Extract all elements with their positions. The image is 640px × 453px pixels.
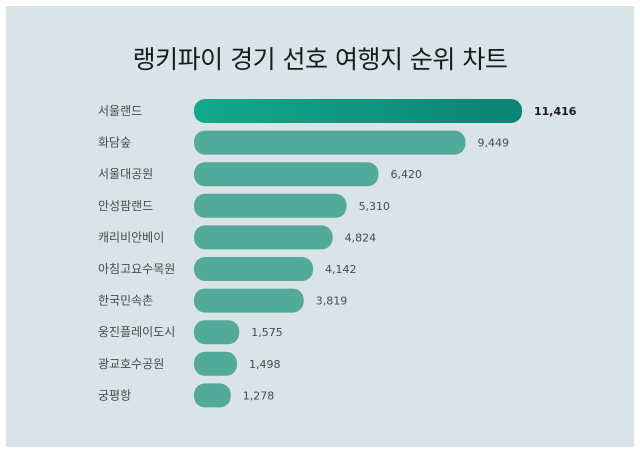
category-label: 광교호수공원 xyxy=(98,357,164,371)
bar xyxy=(194,162,379,187)
value-label: 1,575 xyxy=(251,326,282,339)
category-label: 한국민속촌 xyxy=(98,294,153,308)
bar xyxy=(194,225,333,250)
bars-group: 서울랜드 11,416 화담숲 9,449 서울대공원 6,420 안성팜랜드 5,310 캐리… xyxy=(98,99,577,408)
value-label: 5,310 xyxy=(359,200,391,213)
bar xyxy=(194,257,314,281)
chart-title: 랭키파이 경기 선호 여행지 순위 차트 xyxy=(132,45,508,74)
value-label: 3,819 xyxy=(316,295,348,308)
value-label: 9,449 xyxy=(477,137,509,150)
bar xyxy=(194,130,466,155)
category-label: 화담숲 xyxy=(98,136,131,150)
category-label: 캐리비안베이 xyxy=(98,230,164,244)
value-label: 6,420 xyxy=(390,168,422,181)
category-label: 웅진플레이도시 xyxy=(98,325,175,339)
bar xyxy=(194,320,240,345)
category-label: 궁평항 xyxy=(98,388,131,402)
value-label: 4,142 xyxy=(325,263,357,276)
category-label: 서울대공원 xyxy=(98,167,153,181)
bar xyxy=(194,99,522,123)
category-label: 안성팜랜드 xyxy=(98,199,153,213)
value-label: 11,416 xyxy=(534,105,577,118)
value-label: 1,498 xyxy=(249,358,281,371)
value-label: 1,278 xyxy=(243,389,275,402)
category-label: 아침고요수목원 xyxy=(98,262,175,276)
bar xyxy=(194,383,231,408)
value-label: 4,824 xyxy=(345,231,377,244)
bar xyxy=(194,351,238,376)
bar xyxy=(194,288,304,313)
category-label: 서울랜드 xyxy=(98,104,142,118)
bar xyxy=(194,193,347,218)
